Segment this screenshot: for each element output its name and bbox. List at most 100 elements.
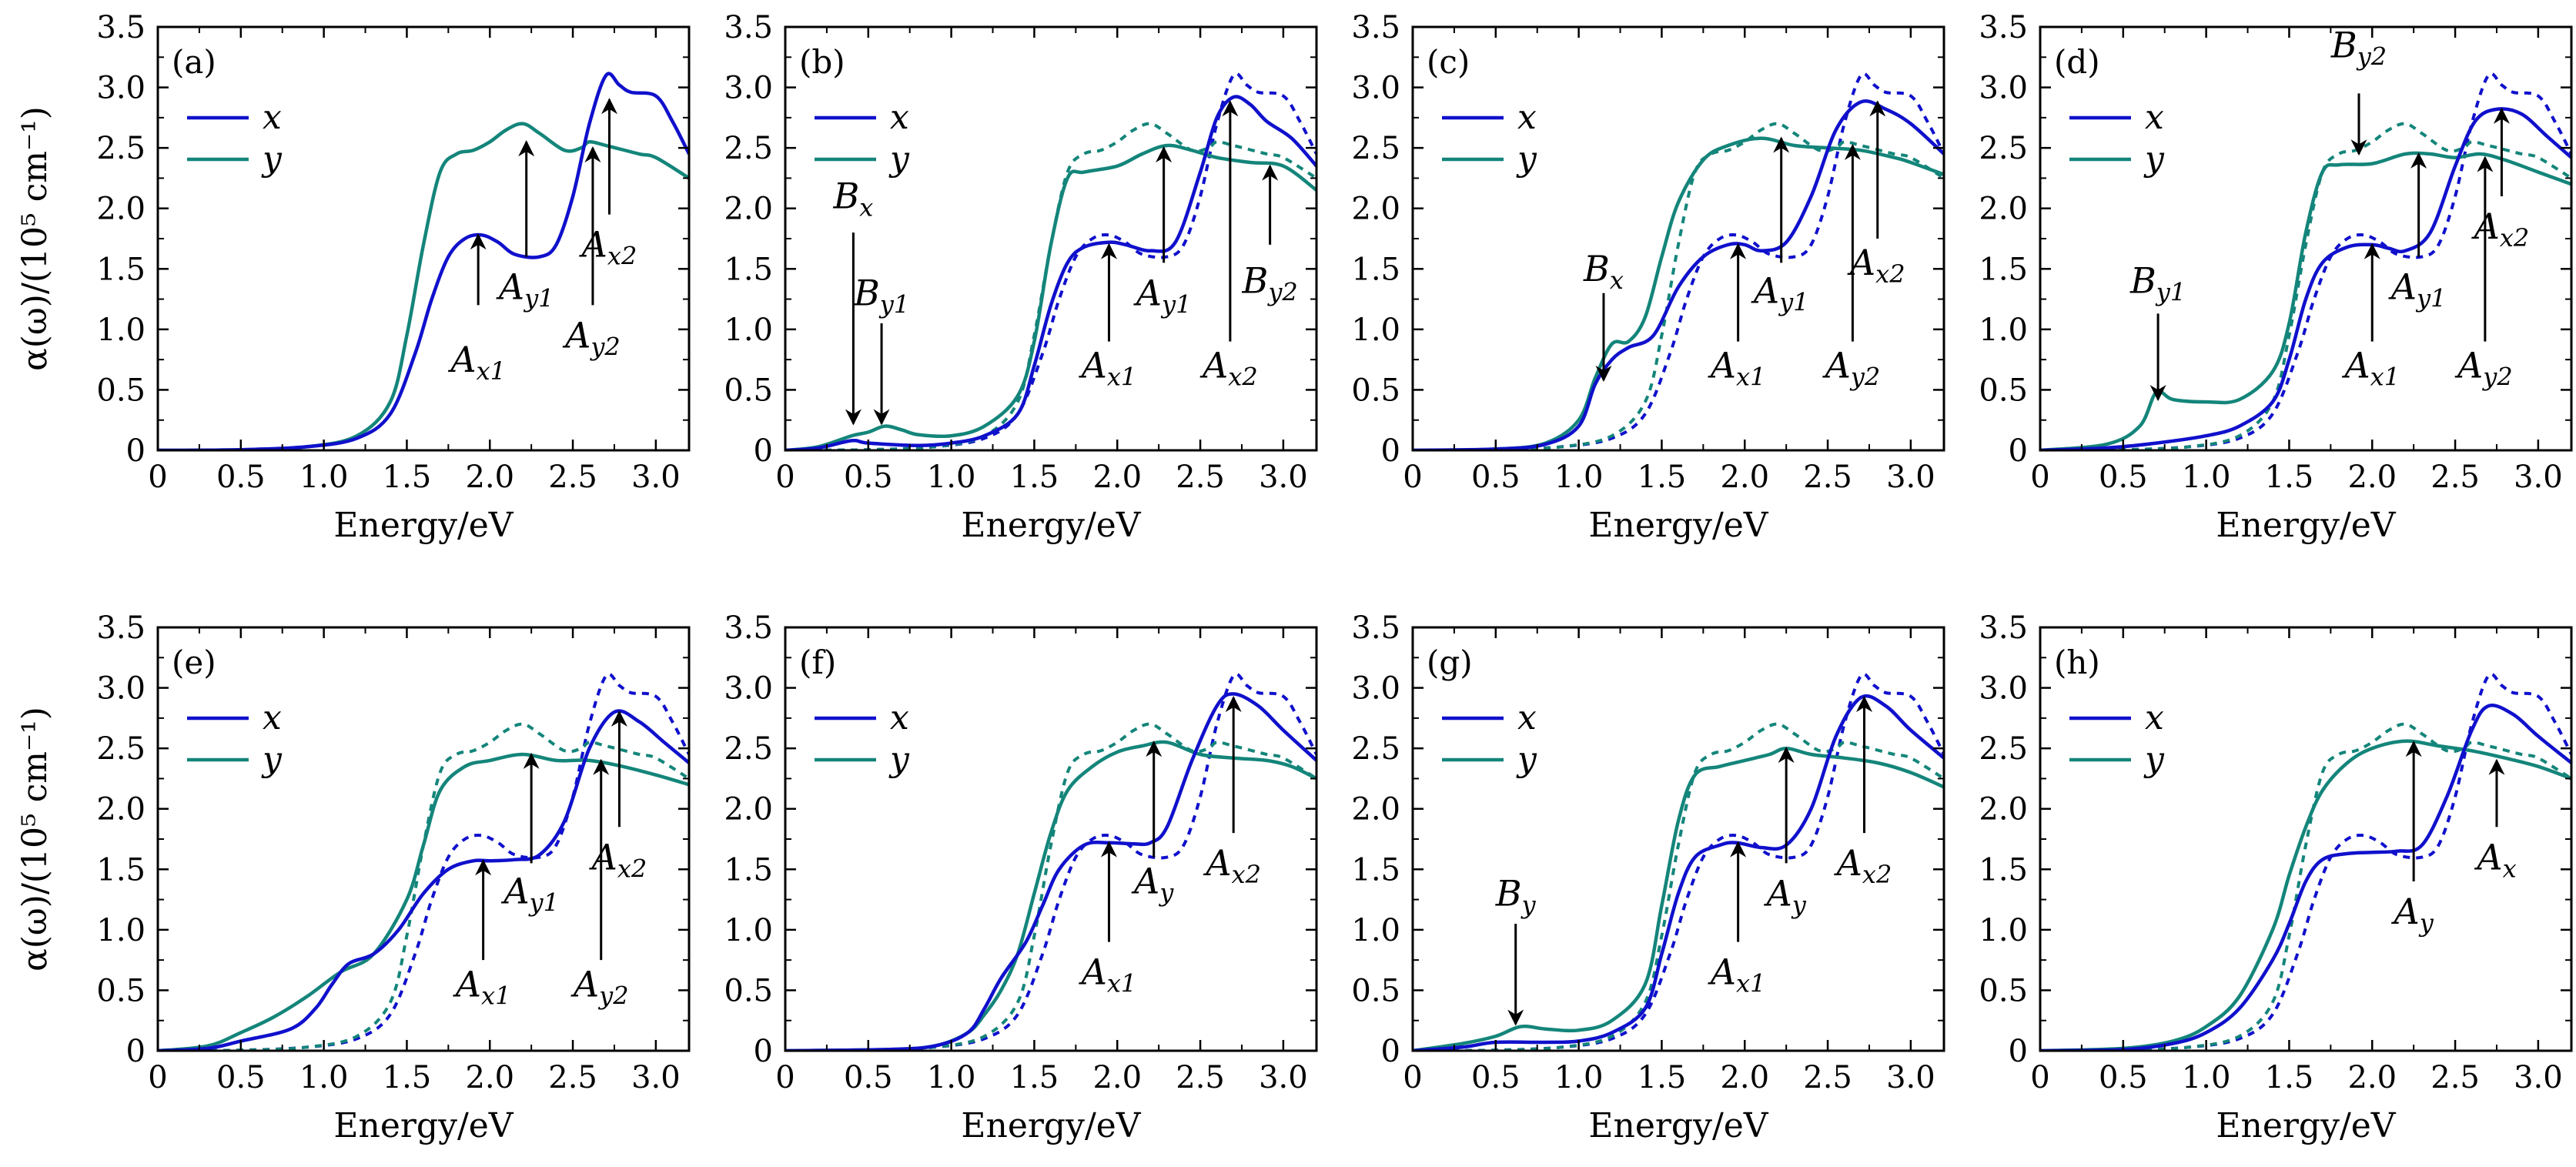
annotation-label: Ax — [2474, 836, 2516, 883]
x-tick-label: 2.5 — [548, 460, 597, 495]
annotation-label: Ay2 — [1822, 345, 1881, 392]
y-tick-label: 2.0 — [1979, 192, 2028, 227]
x-tick-label: 3.0 — [1886, 460, 1935, 495]
x-tick-label: 1.0 — [2182, 460, 2231, 495]
annotation-label: Bx — [1583, 248, 1624, 295]
x-tick-label: 1.5 — [383, 460, 432, 495]
y-tick-label: 1.0 — [724, 913, 773, 948]
x-tick-label: 2.5 — [1803, 460, 1852, 495]
annotation-base: B — [1495, 872, 1522, 914]
annotation-label: Ay — [1764, 872, 1807, 919]
y-tick-label: 2.5 — [724, 731, 773, 767]
y-tick-label: 3.0 — [96, 71, 146, 106]
annotation-base: A — [570, 963, 599, 1005]
x-tick-label: 1.0 — [2182, 1060, 2231, 1095]
annotation-base: A — [1133, 272, 1162, 313]
annotation-base: A — [1199, 345, 1228, 386]
panel-label: (c) — [1427, 43, 1470, 81]
series-line-x — [158, 709, 689, 1051]
reference-curve-y — [785, 722, 1316, 1051]
panel-h: 0 0.5 1.0 1.5 2.0 2.5 3.0 0 0.5 1.0 1.5 2.0 2.5 3.0 3.… — [1979, 610, 2573, 1145]
annotation-base: A — [579, 224, 607, 266]
x-tick-label: 3.0 — [1886, 1060, 1935, 1095]
y-tick-label: 3.0 — [1979, 671, 2028, 707]
annotation-label: Ay2 — [562, 314, 621, 361]
panel-label: (b) — [799, 43, 845, 81]
y-tick-label: 1.5 — [1351, 852, 1400, 888]
x-axis-label: Energy/eV — [2216, 1106, 2396, 1145]
panel-label: (f) — [799, 644, 836, 681]
annotation-base: A — [496, 266, 524, 308]
x-axis-label: Energy/eV — [961, 506, 1141, 545]
y-tick-label: 3.0 — [1979, 71, 2028, 106]
annotation-base: A — [453, 963, 481, 1005]
panel-label: (d) — [2054, 43, 2100, 81]
annotation-label: Ax2 — [1847, 242, 1905, 289]
series-line-x — [785, 95, 1316, 450]
annotation-label: Ax1 — [1708, 345, 1766, 392]
annotation-base: A — [1079, 951, 1107, 993]
panel-g: 0 0.5 1.0 1.5 2.0 2.5 3.0 0 0.5 1.0 1.5 2.0 2.5 3.0 3.… — [1351, 610, 1945, 1145]
x-tick-label: 1.0 — [299, 1060, 349, 1095]
annotation-label: Bx — [832, 176, 873, 222]
annotation-subscript: x1 — [2370, 363, 2400, 392]
annotation-subscript: x1 — [1107, 969, 1136, 998]
x-tick-label: 1.0 — [299, 460, 349, 495]
panel-label: (e) — [172, 644, 216, 681]
legend-label-y: y — [261, 740, 283, 779]
annotation-base: A — [1847, 242, 1875, 283]
curves-e — [158, 672, 689, 1051]
x-tick-label: 1.0 — [1554, 1060, 1604, 1095]
y-tick-label: 1.0 — [1979, 913, 2028, 948]
annotation-subscript: x2 — [1232, 860, 1261, 889]
curves-c — [1413, 72, 1944, 450]
annotation-base: A — [2341, 345, 2370, 386]
y-tick-label: 0.5 — [1351, 373, 1400, 408]
y-tick-label: 1.0 — [724, 313, 773, 348]
annotation-base: B — [832, 176, 859, 217]
x-axis-label: Energy/eV — [961, 1106, 1141, 1145]
x-tick-label: 2.0 — [1092, 1060, 1142, 1095]
series-line-x — [2040, 107, 2571, 450]
annotation-base: B — [1242, 260, 1269, 302]
x-tick-label: 1.5 — [2265, 1060, 2314, 1095]
y-tick-label: 1.5 — [1979, 252, 2028, 287]
x-tick-label: 1.0 — [927, 460, 976, 495]
series-line-y — [158, 122, 689, 450]
x-tick-label: 0 — [775, 1060, 795, 1095]
annotation-base: B — [1583, 248, 1610, 289]
annotation-label: Ax1 — [1079, 951, 1137, 998]
series-line-y — [2040, 739, 2571, 1051]
x-tick-label: 1.5 — [1638, 460, 1687, 495]
x-tick-label: 2.5 — [2430, 1060, 2480, 1095]
annotation-subscript: y — [1158, 878, 1174, 908]
legend-label-y: y — [1516, 139, 1537, 179]
y-tick-label: 3.5 — [1979, 10, 2028, 45]
annotation-subscript: x1 — [1736, 363, 1765, 392]
y-tick-label: 2.0 — [1979, 792, 2028, 828]
y-tick-label: 3.0 — [96, 671, 146, 707]
annotation-label: Ax2 — [1199, 345, 1258, 392]
annotation-label: Ax2 — [1834, 842, 1892, 889]
annotation-label: Ax2 — [589, 836, 647, 883]
x-tick-label: 0 — [775, 460, 795, 495]
reference-curve-y — [1413, 722, 1944, 1051]
legend-label-x: x — [890, 98, 909, 137]
annotation-label: Ax2 — [2471, 206, 2530, 252]
reference-curve-y — [158, 722, 689, 1051]
x-tick-label: 1.5 — [1010, 460, 1059, 495]
x-tick-label: 0.5 — [844, 1060, 893, 1095]
panel-f: 0 0.5 1.0 1.5 2.0 2.5 3.0 0 0.5 1.0 1.5 2.0 2.5 3.0 3.… — [724, 610, 1318, 1145]
y-tick-label: 1.0 — [1979, 313, 2028, 348]
annotation-label: Ay2 — [570, 963, 629, 1010]
series-line-y — [785, 143, 1316, 450]
y-tick-label: 0.5 — [1351, 973, 1400, 1008]
plot-frame — [784, 626, 1318, 1052]
x-tick-label: 2.0 — [465, 1060, 514, 1095]
annotation-base: A — [1079, 345, 1107, 386]
y-tick-label: 0.5 — [96, 973, 146, 1008]
reference-curve-x — [1413, 72, 1944, 450]
annotation-base: A — [2388, 266, 2417, 308]
annotation-subscript: y — [1521, 890, 1537, 919]
